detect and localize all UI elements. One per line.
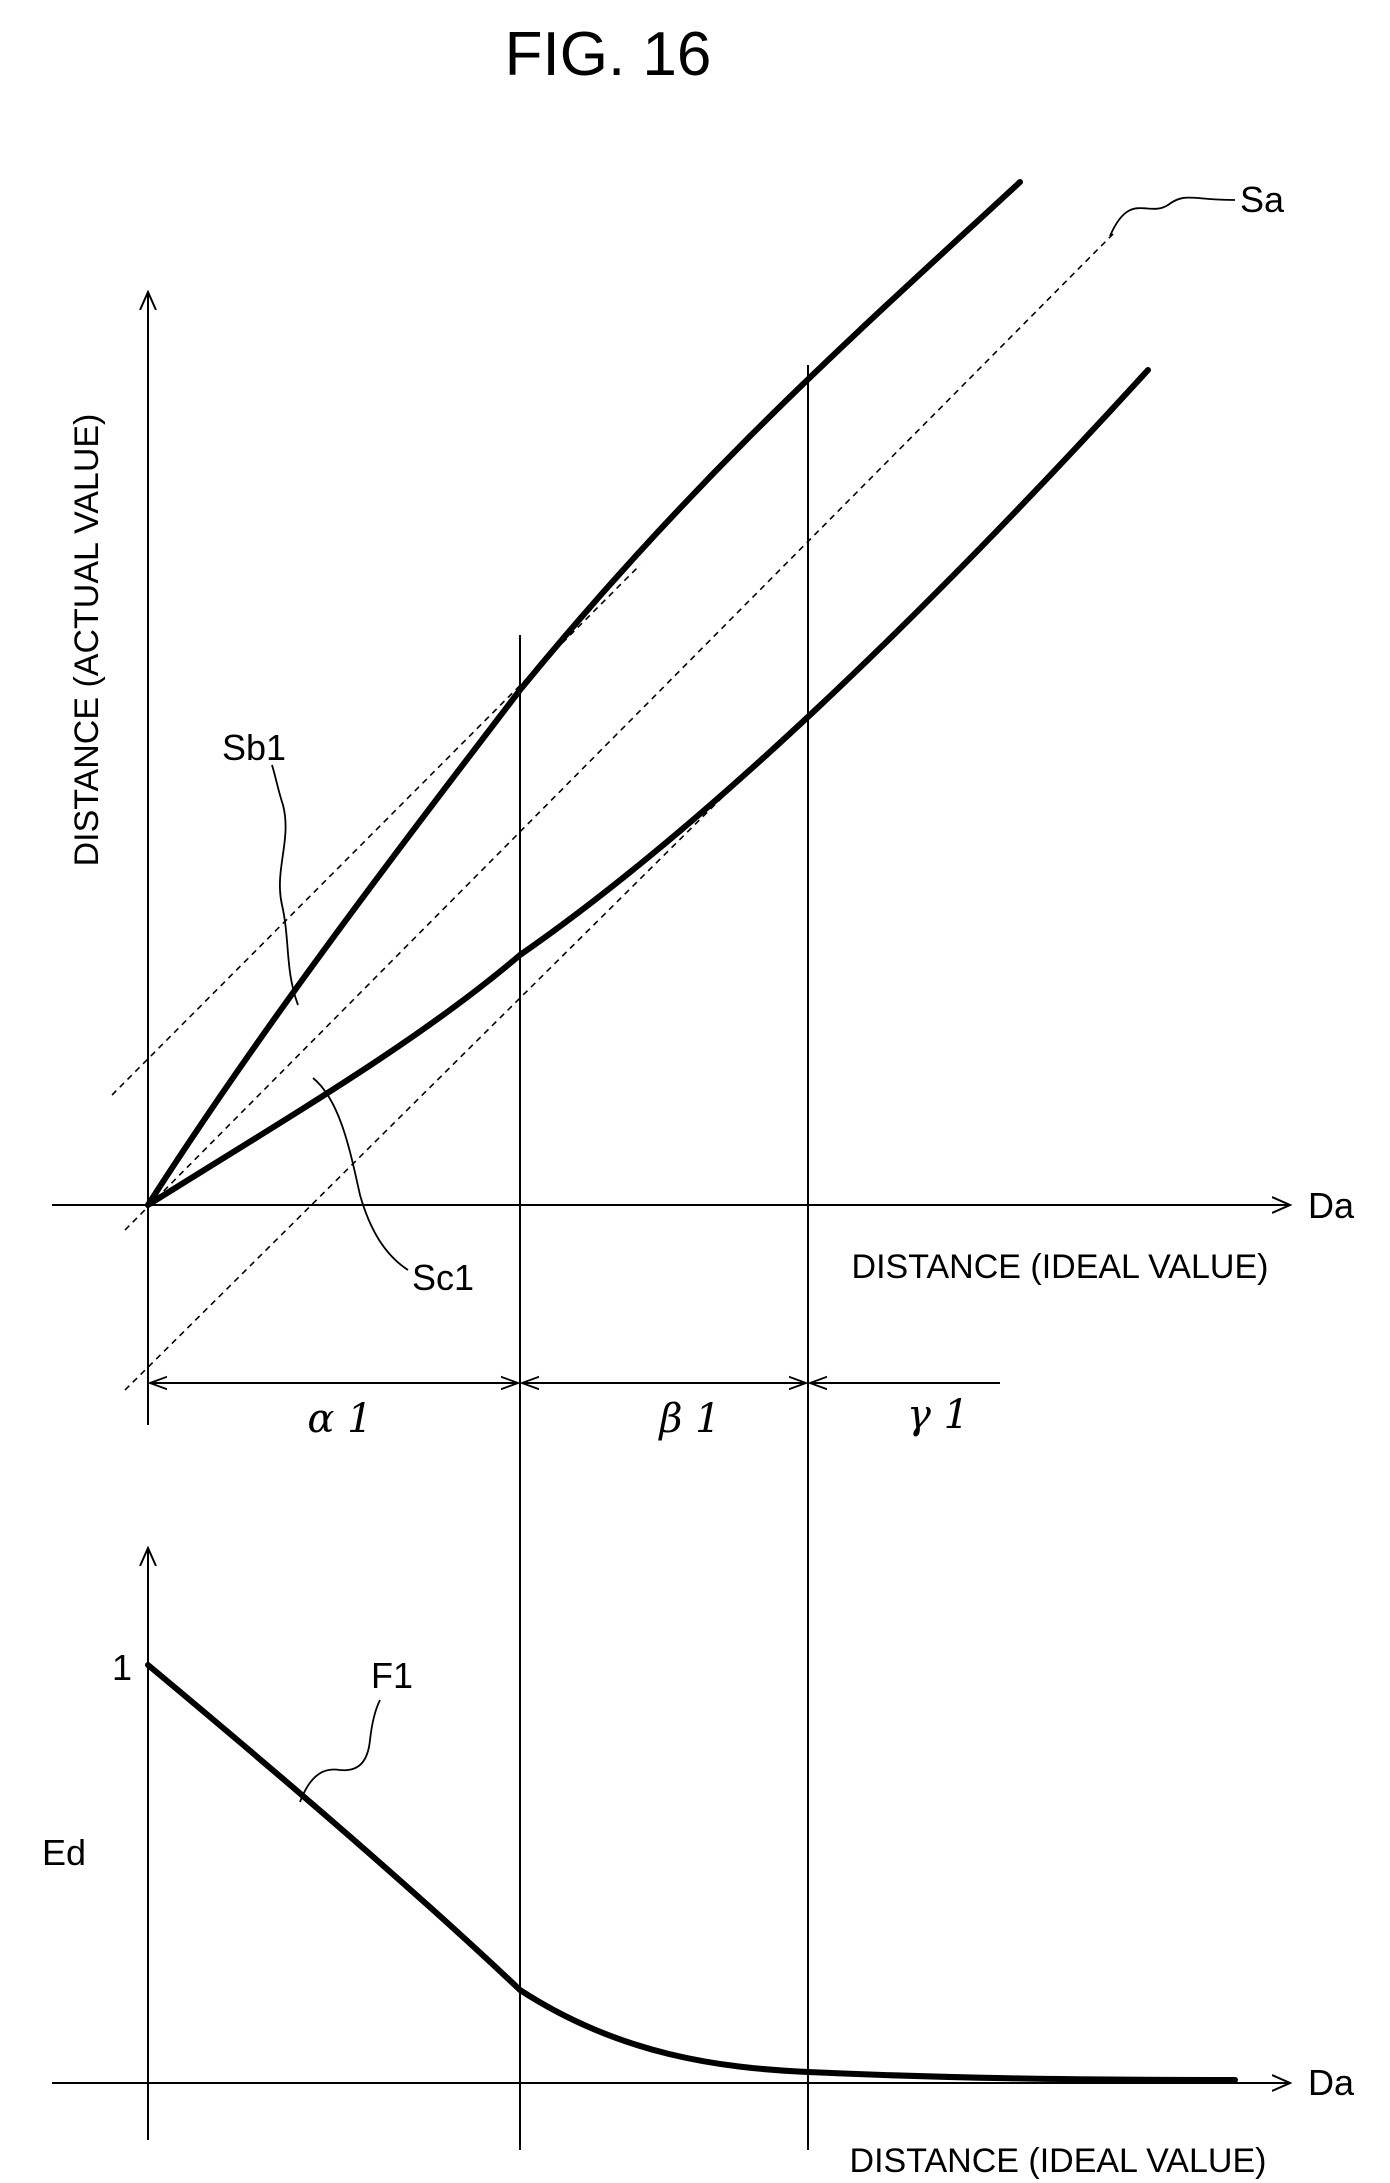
upper-bound-dashed-line [111, 564, 641, 1096]
alpha-range-label: α 1 [307, 1396, 372, 1442]
sc1-leader [312, 1077, 409, 1271]
top-graph: Sa Sb1 Sc1 DISTANCE (ACTUAL VALUE) Da DI… [52, 179, 1355, 2150]
top-y-axis-label: DISTANCE (ACTUAL VALUE) [68, 414, 106, 867]
bottom-x-axis-symbol: Da [1308, 2062, 1355, 2103]
top-x-axis-label: DISTANCE (IDEAL VALUE) [852, 1248, 1269, 1286]
bottom-graph: F1 1 Ed Da DISTANCE (IDEAL VALUE) [42, 1548, 1355, 2180]
f1-label: F1 [371, 1655, 413, 1696]
ed-axis-label: Ed [42, 1832, 86, 1873]
lower-bound-dashed-line [124, 749, 771, 1391]
f1-leader [299, 1699, 381, 1803]
top-x-axis-symbol: Da [1308, 1185, 1355, 1226]
sb1-leader [271, 764, 299, 1006]
gamma-range-label: γ 1 [907, 1392, 969, 1438]
y-tick-one: 1 [112, 1647, 132, 1688]
f1-curve [145, 1662, 1238, 2083]
sb1-curve [145, 179, 1023, 1208]
sa-label: Sa [1240, 179, 1285, 220]
sa-leader [1109, 196, 1236, 237]
sc1-label: Sc1 [412, 1257, 474, 1298]
bottom-x-axis-label: DISTANCE (IDEAL VALUE) [850, 2142, 1267, 2180]
sc1-curve [145, 367, 1151, 1208]
figure-title: FIG. 16 [505, 20, 712, 89]
sa-ideal-line [124, 231, 1116, 1231]
sb1-label: Sb1 [222, 727, 286, 768]
beta-range-label: β 1 [657, 1396, 720, 1442]
